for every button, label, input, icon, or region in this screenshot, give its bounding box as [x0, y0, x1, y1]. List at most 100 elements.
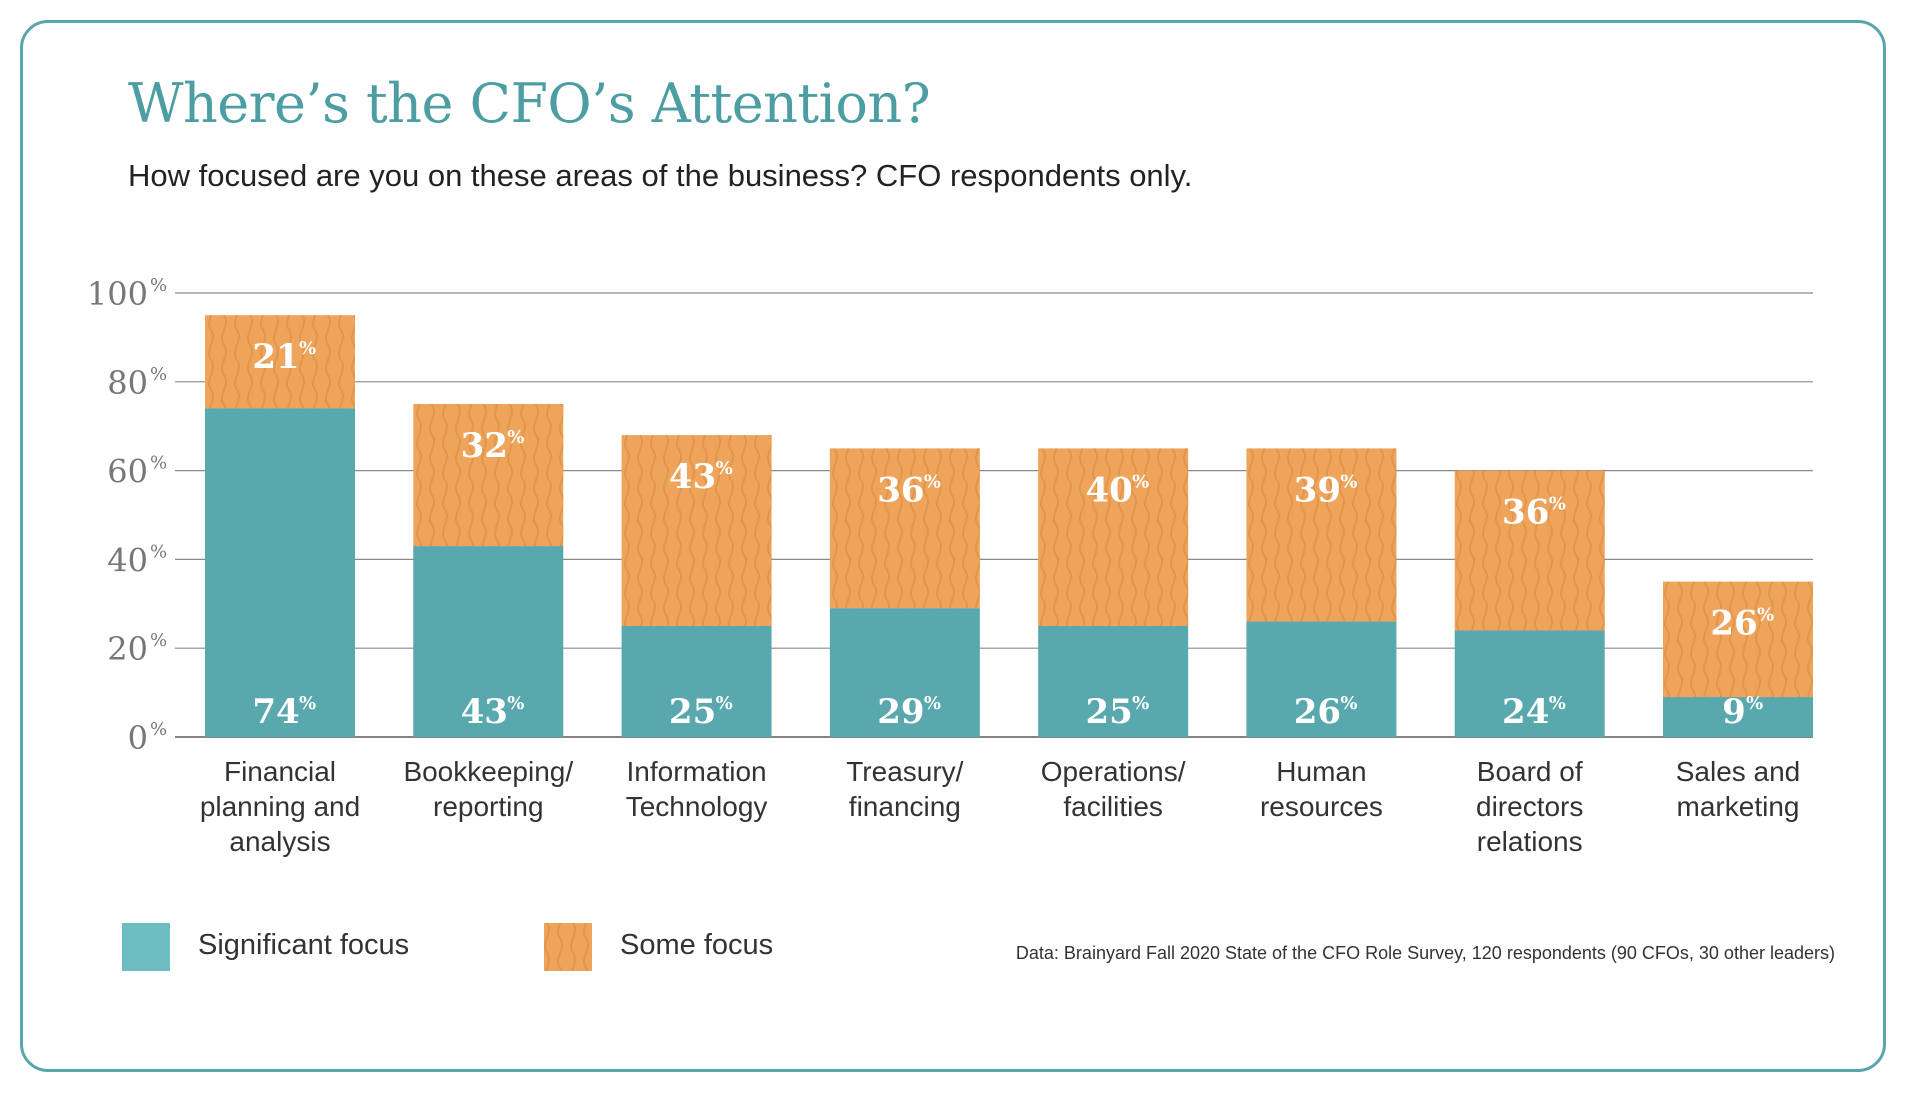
y-tick-suffix: %	[150, 453, 167, 474]
data-label-some-6: 36%	[1502, 493, 1566, 533]
legend-swatch-some	[544, 923, 592, 971]
data-label-significant-6: 24%	[1502, 692, 1566, 732]
bar-some-focus-texture-0	[205, 315, 355, 409]
bar-significant-focus-1	[413, 546, 564, 737]
bar-some-focus-texture-6	[1454, 470, 1605, 631]
svg-text:%: %	[1549, 693, 1566, 714]
data-label-some-7: 26%	[1710, 604, 1774, 644]
chart-title: Where’s the CFO’s Attention?	[128, 72, 931, 135]
category-label: Technology	[626, 791, 768, 822]
svg-text:74: 74	[252, 692, 299, 732]
y-tick-suffix: %	[150, 275, 167, 296]
svg-text:39: 39	[1294, 470, 1341, 510]
svg-text:%: %	[507, 427, 524, 448]
y-tick-suffix: %	[150, 719, 167, 740]
category-label: Financial	[224, 756, 336, 787]
legend-swatch-significant	[122, 923, 170, 971]
bar-some-focus-texture-2	[621, 435, 772, 626]
category-label: Bookkeeping/	[403, 756, 573, 787]
svg-text:%: %	[924, 693, 941, 714]
svg-text:%: %	[716, 693, 733, 714]
bar-significant-focus-7	[1663, 697, 1813, 737]
bar-significant-focus-0	[205, 408, 355, 737]
bar-significant-focus-4	[1038, 626, 1189, 737]
svg-text:36: 36	[1502, 493, 1549, 533]
svg-text:21: 21	[252, 337, 299, 377]
data-label-significant-7: 9%	[1722, 692, 1763, 732]
bar-some-focus-texture-7	[1663, 581, 1813, 698]
svg-text:43: 43	[461, 692, 508, 732]
svg-text:%: %	[1746, 693, 1763, 714]
svg-text:25: 25	[1085, 692, 1132, 732]
category-label: Operations/	[1041, 756, 1186, 787]
svg-text:43: 43	[669, 457, 716, 497]
data-label-some-1: 32%	[461, 426, 525, 466]
category-label: Treasury/	[846, 756, 963, 787]
y-tick-label: 80	[107, 364, 148, 402]
bar-significant-focus-6	[1454, 630, 1605, 737]
bar-some-focus-texture-4	[1038, 448, 1189, 626]
bar-significant-focus-3	[829, 608, 980, 737]
svg-text:24: 24	[1502, 692, 1549, 732]
category-label: planning and	[200, 791, 360, 822]
stacked-bar-chart: 0 %20 %40 %60 %80 %100 %74 %21 %Financialplannin…	[87, 275, 1813, 857]
y-tick-suffix: %	[150, 630, 167, 651]
category-label: Board of	[1477, 756, 1583, 787]
chart-subtitle: How focused are you on these areas of th…	[128, 158, 1193, 193]
bar-some-focus-texture-5	[1246, 448, 1397, 622]
svg-text:36: 36	[877, 470, 924, 510]
svg-text:25: 25	[669, 692, 716, 732]
category-label: relations	[1477, 826, 1583, 857]
svg-text:%: %	[1549, 494, 1566, 515]
y-tick-label: 60	[107, 453, 148, 491]
category-label: Information	[627, 756, 767, 787]
data-label-significant-5: 26%	[1294, 692, 1358, 732]
data-label-some-0: 21%	[252, 337, 316, 377]
bar-some-focus-texture-3	[829, 448, 980, 609]
y-tick-label: 0	[128, 719, 148, 757]
svg-text:32: 32	[461, 426, 508, 466]
svg-text:%: %	[716, 458, 733, 479]
category-label: facilities	[1063, 791, 1163, 822]
labels-layer: 0 %20 %40 %60 %80 %100 %74 %21 %Financialplannin…	[87, 275, 1800, 857]
category-label: marketing	[1677, 791, 1800, 822]
data-label-significant-3: 29%	[877, 692, 941, 732]
category-label: resources	[1260, 791, 1383, 822]
svg-text:40: 40	[1085, 470, 1132, 510]
y-tick-suffix: %	[150, 364, 167, 385]
data-label-some-3: 36%	[877, 470, 941, 510]
category-label: Human	[1276, 756, 1366, 787]
bar-significant-focus-5	[1246, 621, 1397, 737]
y-tick-suffix: %	[150, 541, 167, 562]
svg-text:%: %	[1132, 693, 1149, 714]
category-label: directors	[1476, 791, 1583, 822]
svg-text:%: %	[1757, 605, 1774, 626]
svg-text:26: 26	[1294, 692, 1341, 732]
bar-some-focus-texture-1	[413, 404, 564, 547]
legend-label-significant: Significant focus	[198, 929, 410, 961]
svg-text:9: 9	[1722, 692, 1746, 732]
data-label-some-4: 40%	[1085, 470, 1149, 510]
data-label-some-2: 43%	[669, 457, 733, 497]
data-label-significant-1: 43%	[461, 692, 525, 732]
category-label: reporting	[433, 791, 544, 822]
svg-text:29: 29	[877, 692, 924, 732]
data-label-some-5: 39%	[1294, 470, 1358, 510]
bars-layer	[205, 315, 1813, 737]
svg-text:26: 26	[1710, 604, 1757, 644]
category-label: Sales and	[1676, 756, 1801, 787]
bar-significant-focus-2	[621, 626, 772, 737]
svg-text:%: %	[299, 338, 316, 359]
svg-text:%: %	[924, 471, 941, 492]
category-label: financing	[849, 791, 961, 822]
svg-text:%: %	[1340, 471, 1357, 492]
y-tick-label: 40	[107, 541, 148, 579]
data-label-significant-0: 74%	[252, 692, 316, 732]
category-label: analysis	[229, 826, 330, 857]
svg-text:%: %	[1340, 693, 1357, 714]
legend-label-some: Some focus	[620, 929, 774, 961]
y-tick-label: 100	[87, 275, 148, 313]
svg-text:%: %	[507, 693, 524, 714]
data-source-note: Data: Brainyard Fall 2020 State of the C…	[1015, 943, 1835, 963]
svg-text:%: %	[299, 693, 316, 714]
